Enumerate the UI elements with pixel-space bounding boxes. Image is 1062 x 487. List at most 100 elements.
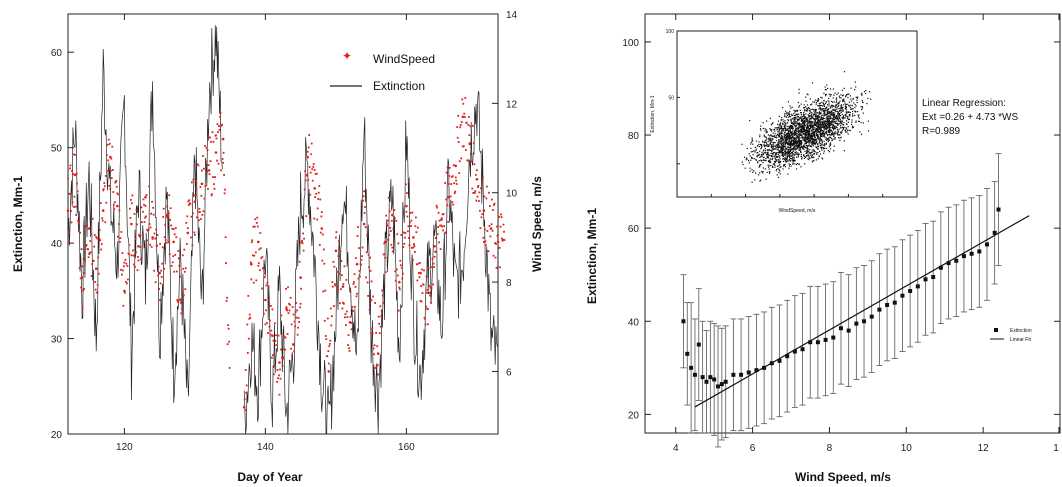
inset-point (787, 101, 789, 103)
inset-point (833, 101, 835, 103)
inset-point (768, 140, 770, 142)
inset-point (828, 130, 830, 132)
inset-point (820, 146, 822, 148)
inset-point (817, 131, 819, 133)
inset-point (827, 122, 829, 124)
inset-point (764, 152, 766, 154)
inset-point (769, 128, 771, 130)
inset-point (786, 149, 788, 151)
windspeed-point (242, 405, 246, 409)
windspeed-point (199, 211, 201, 213)
windspeed-point (157, 265, 160, 268)
windspeed-point (363, 190, 365, 193)
inset-point (783, 165, 785, 167)
inset-point (821, 143, 823, 146)
inset-point (825, 122, 827, 124)
inset-point (823, 129, 825, 131)
windspeed-point (79, 277, 82, 280)
windspeed-point (99, 239, 102, 242)
inset-point (783, 142, 785, 145)
inset-point (791, 154, 793, 156)
inset-point (801, 158, 803, 160)
inset-point (781, 137, 783, 139)
inset-point (780, 133, 782, 135)
inset-point (814, 143, 816, 145)
windspeed-point (181, 289, 184, 292)
windspeed-point (258, 269, 261, 272)
inset-point (795, 153, 797, 155)
inset-point (825, 142, 827, 144)
inset-point (793, 118, 795, 121)
windspeed-point (67, 240, 70, 243)
windspeed-point (462, 102, 465, 105)
inset-point (796, 114, 799, 116)
inset-point (808, 132, 810, 134)
windspeed-point (250, 262, 253, 266)
inset-point (792, 114, 794, 117)
inset-point (805, 132, 807, 134)
inset-point (774, 153, 776, 155)
inset-point (845, 110, 847, 112)
inset-point (821, 116, 823, 118)
windspeed-point (366, 234, 368, 237)
inset-point (821, 118, 823, 120)
inset-point (780, 166, 782, 168)
windspeed-point (248, 317, 251, 320)
inset-point (823, 140, 825, 142)
inset-point (822, 124, 825, 127)
windspeed-point (426, 289, 429, 291)
inset-point (759, 156, 761, 158)
windspeed-point (151, 236, 154, 239)
windspeed-point (467, 116, 470, 118)
inset-point (782, 147, 784, 149)
inset-point (784, 124, 786, 127)
inset-point (804, 124, 806, 127)
inset-point (823, 145, 826, 147)
windspeed-point (118, 209, 121, 212)
inset-point (770, 164, 772, 167)
inset-point (798, 113, 800, 115)
inset-point (789, 145, 792, 147)
inset-point (813, 127, 815, 129)
windspeed-point (327, 350, 330, 352)
inset-point (785, 128, 787, 130)
inset-point (840, 107, 842, 109)
windspeed-point (330, 315, 333, 318)
inset-point (828, 146, 830, 148)
inset-point (818, 117, 820, 119)
inset-point (850, 108, 852, 110)
inset-point (849, 114, 851, 116)
inset-point (766, 138, 768, 140)
inset-point (795, 145, 797, 147)
windspeed-point (325, 338, 328, 340)
inset-point (782, 168, 784, 170)
inset-point (841, 123, 843, 125)
inset-point (774, 156, 776, 158)
inset-point (861, 100, 863, 102)
inset-point (844, 105, 847, 108)
inset-point (819, 134, 822, 136)
inset-point (837, 92, 839, 94)
windspeed-point (421, 292, 424, 294)
windspeed-point (89, 251, 92, 254)
inset-point (783, 135, 785, 137)
inset-point (817, 119, 819, 121)
inset-point (762, 150, 764, 152)
inset-point (847, 133, 849, 135)
extinction-point (716, 384, 721, 389)
inset-point (823, 143, 826, 145)
inset-point (834, 138, 836, 140)
inset-point (822, 158, 824, 160)
inset-point (814, 143, 816, 146)
inset-point (841, 107, 843, 109)
inset-point (857, 111, 859, 113)
windspeed-point (115, 180, 118, 182)
inset-point (772, 143, 774, 145)
inset-point (775, 160, 777, 162)
inset-point (815, 132, 818, 134)
inset-point (815, 159, 817, 161)
inset-point (802, 123, 804, 125)
inset-point (777, 142, 779, 144)
inset-point (773, 160, 776, 162)
windspeed-point (73, 195, 76, 198)
